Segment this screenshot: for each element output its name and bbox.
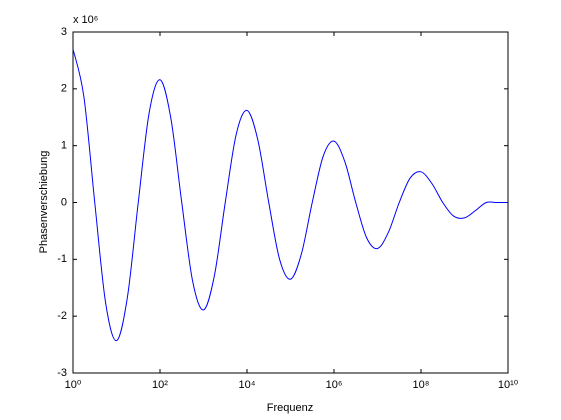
y-axis-label: Phasenverschiebung bbox=[38, 151, 50, 254]
y-tick-label: -2 bbox=[57, 310, 67, 322]
x-tick-label: 10⁶ bbox=[326, 379, 343, 391]
x-tick-label: 10⁸ bbox=[413, 379, 430, 391]
x-axis-label: Frequenz bbox=[267, 402, 313, 414]
y-tick-label: 2 bbox=[61, 83, 67, 95]
data-line bbox=[72, 48, 508, 342]
y-tick-label: 3 bbox=[61, 26, 67, 38]
y-tick-label: 0 bbox=[61, 196, 67, 208]
x-tick-label: 10⁴ bbox=[239, 379, 256, 391]
y-tick-label: -1 bbox=[57, 253, 67, 265]
y-tick-label: -3 bbox=[57, 367, 67, 379]
x-tick-label: 10¹⁰ bbox=[498, 379, 519, 391]
y-multiplier: x 10⁶ bbox=[73, 14, 98, 26]
x-tick-label: 10² bbox=[152, 379, 168, 391]
plot-area bbox=[73, 32, 508, 373]
y-tick-label: 1 bbox=[61, 140, 67, 152]
x-tick-label: 10⁰ bbox=[65, 379, 82, 391]
